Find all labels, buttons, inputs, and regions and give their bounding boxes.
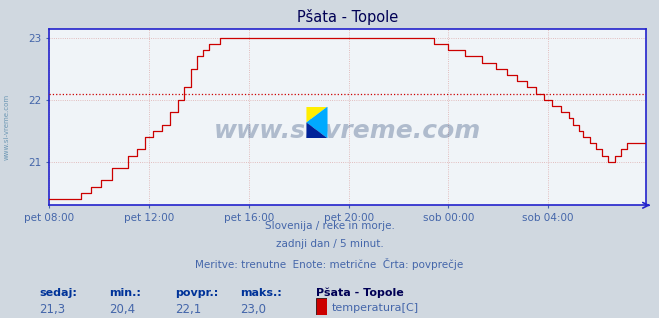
Text: 20,4: 20,4	[109, 303, 135, 316]
Text: Slovenija / reke in morje.: Slovenija / reke in morje.	[264, 221, 395, 231]
Text: sedaj:: sedaj:	[40, 288, 77, 298]
Polygon shape	[306, 122, 328, 138]
Title: Pšata - Topole: Pšata - Topole	[297, 9, 398, 25]
Polygon shape	[306, 107, 328, 122]
Text: 22,1: 22,1	[175, 303, 201, 316]
Polygon shape	[306, 107, 328, 138]
Text: www.si-vreme.com: www.si-vreme.com	[214, 119, 481, 143]
Text: temperatura[C]: temperatura[C]	[331, 303, 418, 313]
Text: min.:: min.:	[109, 288, 140, 298]
Text: Pšata - Topole: Pšata - Topole	[316, 288, 404, 298]
Text: 21,3: 21,3	[40, 303, 66, 316]
Text: zadnji dan / 5 minut.: zadnji dan / 5 minut.	[275, 239, 384, 249]
Text: 23,0: 23,0	[241, 303, 266, 316]
Text: maks.:: maks.:	[241, 288, 282, 298]
Text: Meritve: trenutne  Enote: metrične  Črta: povprečje: Meritve: trenutne Enote: metrične Črta: …	[195, 258, 464, 270]
Text: www.si-vreme.com: www.si-vreme.com	[3, 94, 10, 160]
Text: povpr.:: povpr.:	[175, 288, 218, 298]
